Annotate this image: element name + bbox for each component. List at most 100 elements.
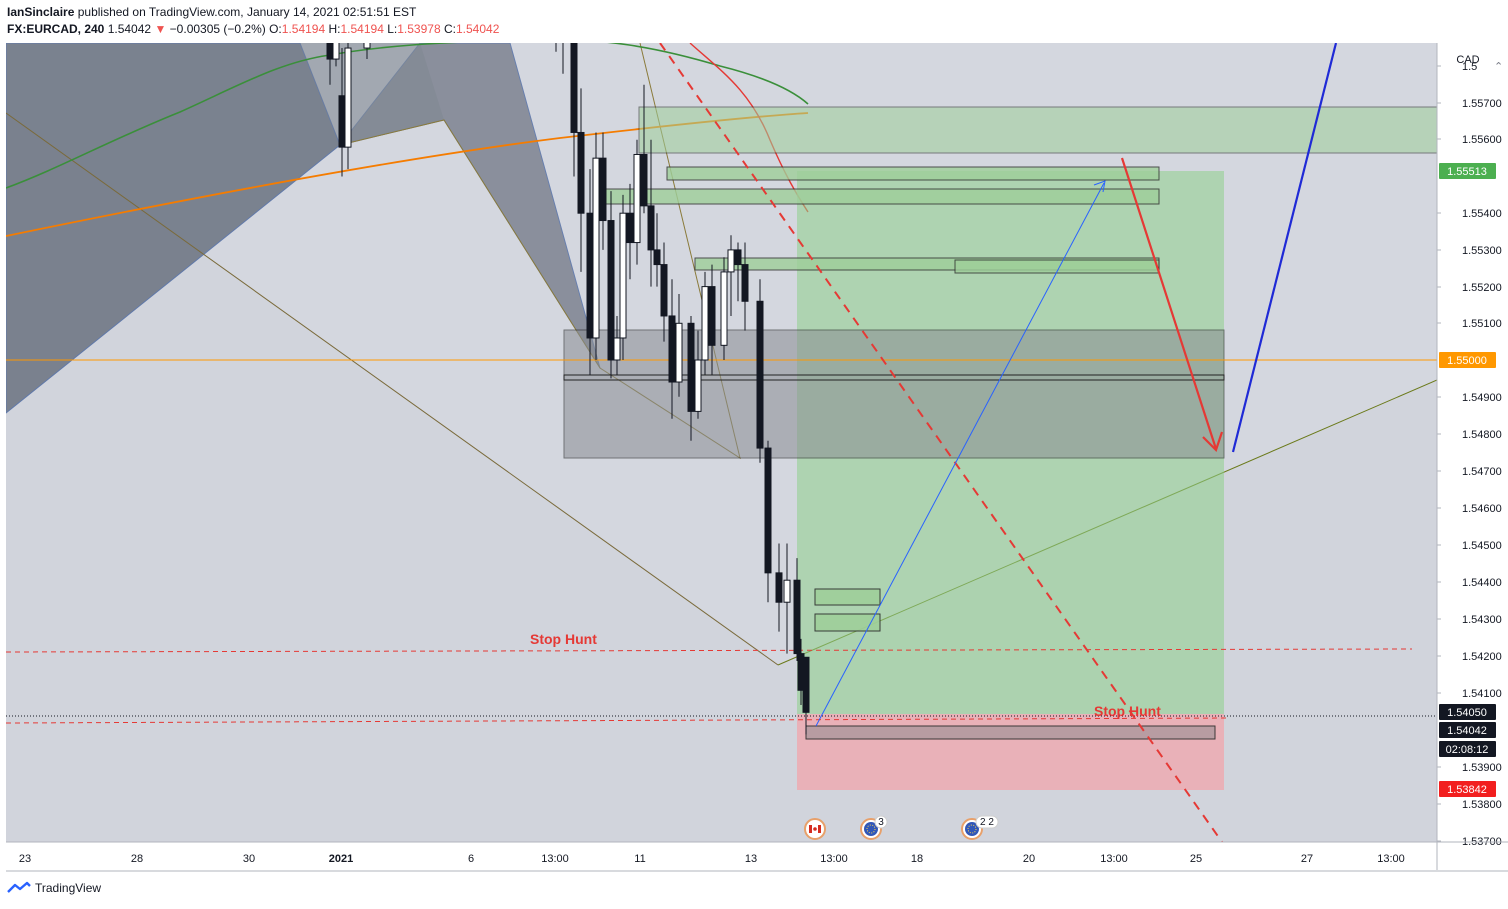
blue-thin-projection	[815, 182, 1105, 727]
supply-zone	[638, 106, 1437, 154]
price-tag: 1.54050	[1439, 704, 1496, 720]
stop-hunt-label-2: Stop Hunt	[1094, 703, 1161, 719]
candle	[626, 183, 634, 280]
candle	[727, 235, 735, 316]
candle	[741, 242, 749, 331]
candle	[668, 279, 676, 419]
candle	[764, 440, 772, 603]
tradingview-logo-icon[interactable]	[7, 881, 31, 895]
entry-box	[805, 725, 1216, 740]
event-badges: 3 2 2	[804, 815, 999, 840]
stop-hunt-line-2	[6, 717, 1231, 724]
candle	[577, 88, 585, 272]
high-value: 1.54194	[340, 22, 384, 36]
y-tick-label: 1.55400	[1462, 208, 1502, 220]
y-tick-label: 1.54100	[1462, 688, 1502, 700]
y-tick-label: 1.55700	[1462, 98, 1502, 110]
candle	[592, 132, 600, 360]
price-tag: 1.55513	[1439, 163, 1496, 179]
x-tick-label: 2021	[329, 853, 353, 865]
eu-flag-icon[interactable]: 2 2	[961, 815, 999, 840]
candle	[458, 0, 464, 37]
y-tick-label: 1.54600	[1462, 503, 1502, 515]
y-tick-label: 1.55600	[1462, 134, 1502, 146]
price-tag-label: 02:08:12	[1446, 744, 1489, 756]
candle	[633, 139, 641, 265]
red-projection-arrow	[1120, 157, 1218, 450]
x-tick-label: 6	[468, 853, 474, 865]
low-value: 1.53978	[397, 22, 441, 36]
fvg-box-6	[814, 613, 881, 632]
stop-hunt-label-1: Stop Hunt	[530, 631, 597, 647]
candle	[660, 242, 668, 342]
x-tick-label: 13:00	[1100, 853, 1128, 865]
drawings-layer	[6, 0, 1437, 842]
close-label: C:	[443, 22, 456, 36]
down-arrow-icon: ▼	[154, 22, 167, 36]
candle	[775, 543, 783, 632]
y-tick-label: 1.55100	[1462, 318, 1502, 330]
open-label: O:	[269, 22, 282, 36]
price-tag: 1.54042	[1439, 722, 1496, 738]
y-tick-label: 1.5	[1462, 61, 1477, 73]
author-name[interactable]: IanSinclaire	[7, 5, 75, 19]
published-text: published on TradingView.com, January 14…	[77, 5, 417, 19]
price-tag: 02:08:12	[1439, 741, 1496, 757]
pattern-triangle-1	[6, 43, 341, 414]
y-tick-label: 1.54300	[1462, 614, 1502, 626]
order-block-zone	[563, 329, 1225, 459]
y-tick-label: 1.53900	[1462, 762, 1502, 774]
candle	[332, 43, 340, 67]
event-count: 2 2	[980, 817, 994, 828]
footer-brand[interactable]: TradingView	[35, 881, 102, 895]
price-tag-label: 1.53842	[1447, 784, 1487, 796]
candle	[802, 656, 810, 735]
x-tick-label: 25	[1190, 853, 1202, 865]
candle	[607, 191, 615, 379]
y-tick-label: 1.54700	[1462, 466, 1502, 478]
canada-flag-icon[interactable]	[804, 818, 826, 840]
scale-toggle-icon: ⌃	[1494, 60, 1503, 73]
candles-layer	[326, 0, 810, 735]
candle	[647, 139, 655, 287]
candle	[694, 330, 702, 419]
y-tick-label: 1.54200	[1462, 651, 1502, 663]
last-price: 1.54042	[107, 22, 152, 36]
ma-green-line	[6, 43, 809, 189]
y-tick-label: 1.54800	[1462, 429, 1502, 441]
candle	[793, 558, 801, 661]
ohlc-legend: FX:EURCAD, 240 1.54042 ▼ −0.00305 (−0.2%…	[7, 22, 499, 36]
blue-projection-line	[1231, 43, 1338, 453]
high-label: H:	[328, 22, 341, 36]
price-tag-label: 1.55000	[1447, 355, 1487, 367]
price-axis[interactable]: CAD ⌃ 1.51.557001.556001.554001.553001.5…	[1436, 43, 1503, 870]
candle	[640, 84, 648, 214]
eu-flag-icon[interactable]: 3	[860, 815, 888, 840]
y-tick-label: 1.53800	[1462, 799, 1502, 811]
price-tag: 1.53842	[1439, 781, 1496, 797]
x-tick-label: 27	[1301, 853, 1313, 865]
change-value: −0.00305 (−0.2%)	[169, 22, 266, 36]
candle	[344, 43, 352, 170]
candle	[708, 264, 716, 375]
x-tick-label: 13:00	[820, 853, 848, 865]
time-axis[interactable]: 23 28 30 2021 6 13:00 11 13 13:00 18 20 13:00 25 27 13…	[6, 841, 1508, 872]
candle	[464, 0, 470, 22]
candle	[363, 43, 371, 60]
y-tick-label: 1.54500	[1462, 540, 1502, 552]
candle	[734, 242, 742, 302]
price-tag-label: 1.54050	[1447, 707, 1487, 719]
candle	[701, 271, 709, 375]
y-tick-label: 1.54400	[1462, 577, 1502, 589]
price-tags: 1.55513 1.55000 1.54050 1.54042 02:08:12 1.53…	[1439, 163, 1496, 797]
candle	[653, 213, 661, 287]
dashed-trend-line	[659, 43, 1223, 842]
pattern-line-xa	[6, 112, 779, 666]
candle	[783, 543, 791, 654]
candle	[619, 194, 627, 360]
symbol-label[interactable]: FX:EURCAD, 240	[7, 22, 105, 36]
blue-thin-arrowhead	[1093, 180, 1106, 193]
open-value: 1.54194	[281, 22, 326, 36]
x-tick-label: 13	[745, 853, 757, 865]
